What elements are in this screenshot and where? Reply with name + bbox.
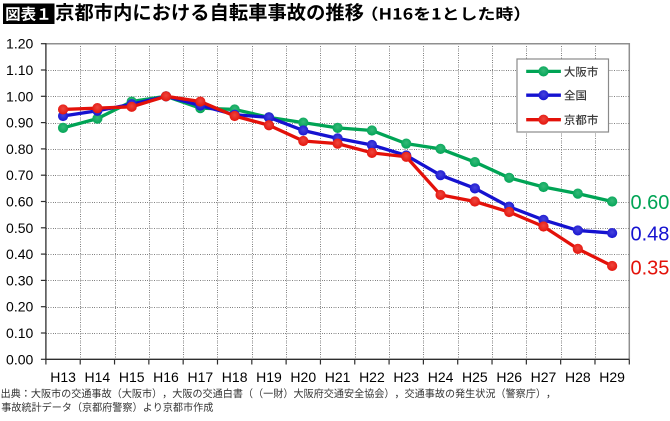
svg-text:H16: H16 <box>153 369 179 385</box>
svg-text:H20: H20 <box>290 369 316 385</box>
svg-text:0.60: 0.60 <box>6 194 33 210</box>
svg-text:0.60: 0.60 <box>631 192 670 214</box>
svg-text:H15: H15 <box>119 369 145 385</box>
svg-text:H13: H13 <box>50 369 76 385</box>
svg-text:1.20: 1.20 <box>6 36 33 52</box>
svg-text:H18: H18 <box>222 369 248 385</box>
svg-text:H27: H27 <box>531 369 557 385</box>
svg-text:H24: H24 <box>428 369 454 385</box>
svg-text:0.35: 0.35 <box>631 258 670 280</box>
svg-text:0.70: 0.70 <box>6 167 33 183</box>
svg-text:H25: H25 <box>462 369 488 385</box>
svg-text:H28: H28 <box>565 369 591 385</box>
svg-text:H26: H26 <box>496 369 522 385</box>
svg-text:H23: H23 <box>393 369 419 385</box>
svg-text:H17: H17 <box>187 369 213 385</box>
svg-text:0.20: 0.20 <box>6 299 33 315</box>
svg-text:0.90: 0.90 <box>6 115 33 131</box>
svg-text:1.10: 1.10 <box>6 62 33 78</box>
svg-text:0.50: 0.50 <box>6 220 33 236</box>
svg-text:0.40: 0.40 <box>6 246 33 262</box>
svg-text:H21: H21 <box>325 369 351 385</box>
svg-text:0.10: 0.10 <box>6 325 33 341</box>
svg-text:H14: H14 <box>85 369 111 385</box>
svg-text:1.00: 1.00 <box>6 88 33 104</box>
svg-text:H19: H19 <box>256 369 282 385</box>
svg-text:0.80: 0.80 <box>6 141 33 157</box>
svg-text:0.48: 0.48 <box>631 223 670 245</box>
svg-text:H22: H22 <box>359 369 385 385</box>
svg-text:0.30: 0.30 <box>6 272 33 288</box>
svg-text:0.00: 0.00 <box>6 351 33 367</box>
svg-text:H29: H29 <box>599 369 625 385</box>
